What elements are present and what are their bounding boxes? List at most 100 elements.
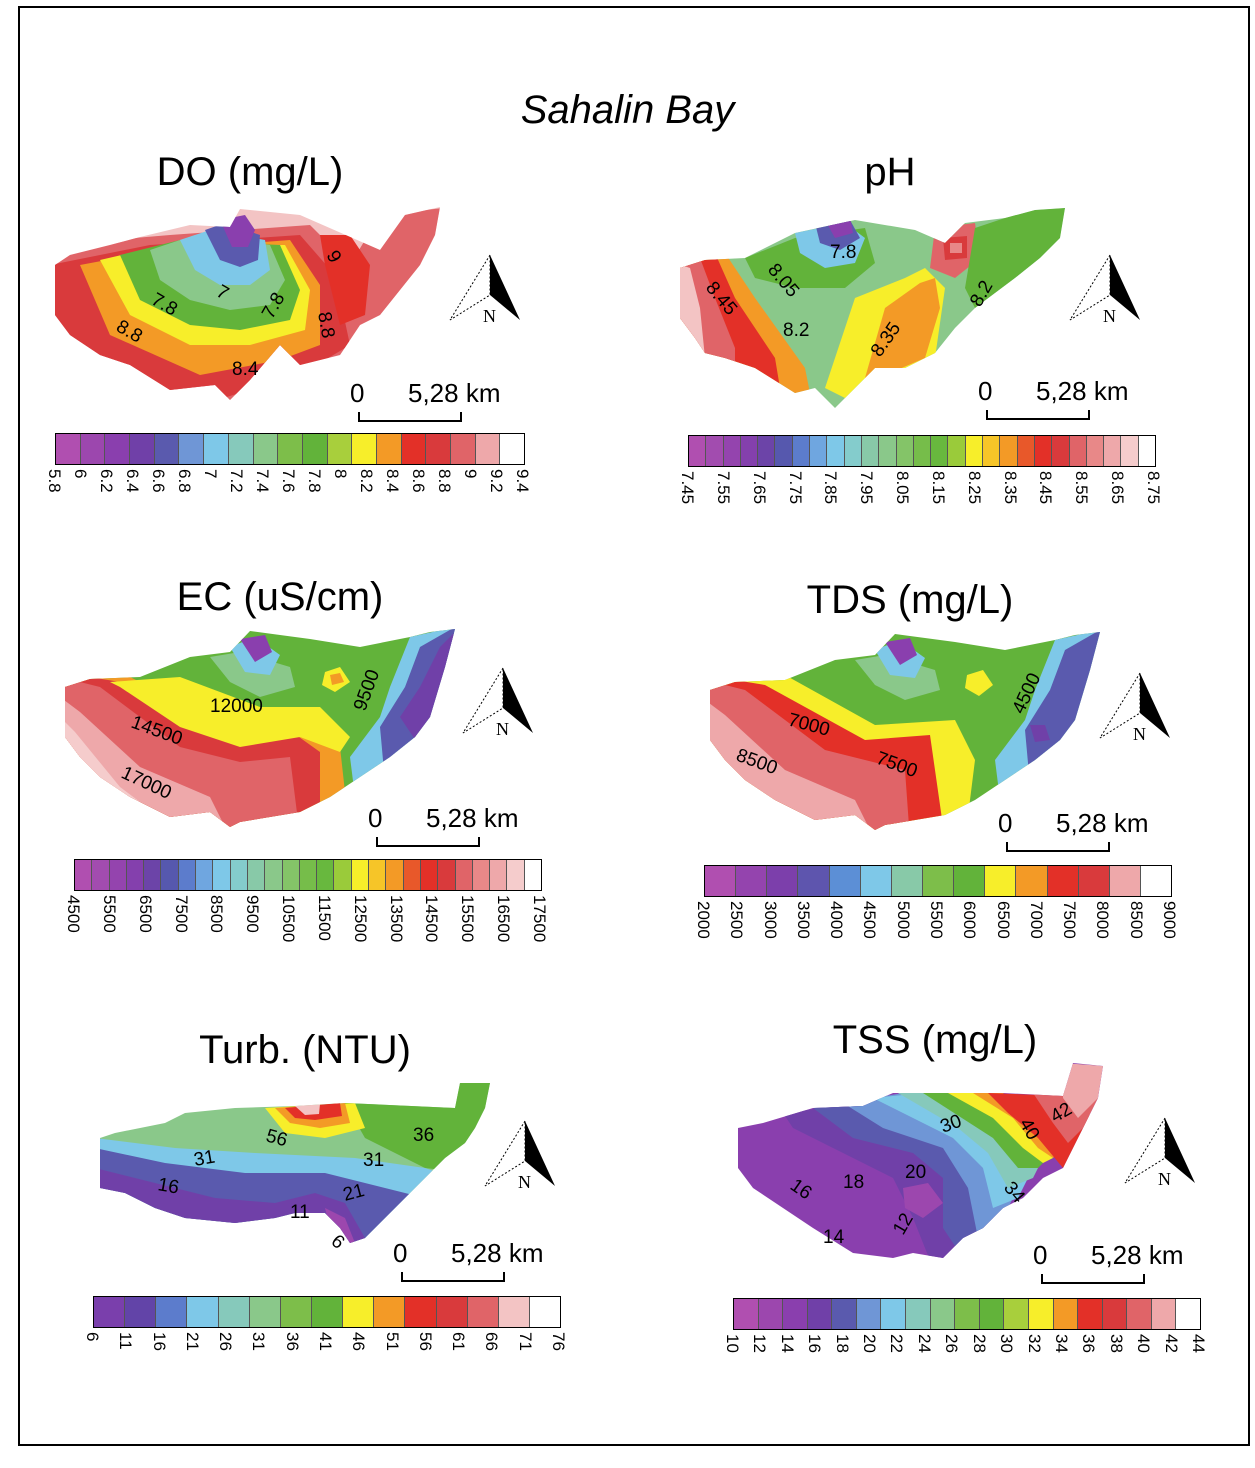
legend-tick-label: 7500 xyxy=(171,895,191,933)
legend-tick-label: 8.05 xyxy=(893,471,913,505)
legend-tick-label: 12500 xyxy=(350,895,370,943)
legend-tick-label: 6.8 xyxy=(175,469,194,493)
legend-swatch xyxy=(792,436,811,466)
legend-tick-label: 7.6 xyxy=(279,469,298,493)
scale-zero: 0 xyxy=(978,376,993,406)
legend-tick-label: 7 xyxy=(201,469,220,479)
legend-tick-label: 21 xyxy=(182,1332,202,1351)
legend-swatch xyxy=(807,1299,833,1329)
north-arrow-icon: N xyxy=(462,666,533,739)
legend-tick-label: 6500 xyxy=(993,901,1013,939)
legend-swatch xyxy=(56,434,81,464)
legend-tick-label: 71 xyxy=(515,1332,535,1351)
legend-swatch xyxy=(376,434,402,464)
legend-tick-label: 14500 xyxy=(422,895,442,943)
legend-tick-label: 8000 xyxy=(1093,901,1113,939)
legend-tick-label: 36 xyxy=(282,1332,302,1351)
legend-swatch xyxy=(374,1297,406,1327)
legend-swatch xyxy=(881,1299,907,1329)
legend-tick-label: 6 xyxy=(71,469,90,479)
legend-swatch xyxy=(472,860,491,890)
scale-zero: 0 xyxy=(368,803,383,833)
legend-swatch xyxy=(1078,866,1110,896)
legend-swatch xyxy=(498,1297,530,1327)
legend-swatch xyxy=(156,1297,188,1327)
legend-swatch xyxy=(740,436,759,466)
legend-swatch xyxy=(343,1297,375,1327)
legend-swatch xyxy=(426,434,451,464)
panel-title: DO (mg/L) xyxy=(156,150,344,194)
legend-colorbar: 10 12 14 16 18 20 22 24 26 28 30 32 34 36 38 40 42 44 xyxy=(723,1298,1208,1410)
legend-tick-label: 56 xyxy=(415,1332,435,1351)
scale-bar: 0 5,28 km xyxy=(1033,1240,1233,1290)
panel-turb: Turb. (NTU) 56 31 36 31 16 21 11 6 N 0 xyxy=(75,1028,675,1468)
legend-swatch xyxy=(475,434,501,464)
figure-frame xyxy=(18,6,1250,1446)
legend-tick-label: 3000 xyxy=(760,901,780,939)
panel-title: TDS (mg/L) xyxy=(806,578,1014,622)
legend-tick-label: 5500 xyxy=(927,901,946,939)
legend-tick-label: 26 xyxy=(942,1334,962,1353)
legend-swatch xyxy=(247,860,266,890)
legend-swatch xyxy=(405,1297,437,1327)
legend-swatch xyxy=(734,1299,759,1329)
contour-label: 16 xyxy=(156,1174,180,1198)
legend-tick-label: 31 xyxy=(249,1332,269,1351)
legend-tick-label: 5000 xyxy=(893,901,913,939)
north-arrow-icon: N xyxy=(1069,253,1140,326)
legend-swatch xyxy=(1053,1299,1079,1329)
legend-tick-label: 26 xyxy=(216,1332,236,1351)
north-label: N xyxy=(1103,306,1116,326)
legend-swatch xyxy=(860,866,892,896)
legend-swatch xyxy=(327,434,353,464)
legend-tick-label: 41 xyxy=(316,1332,335,1351)
legend-tick-label: 8.25 xyxy=(964,471,984,505)
legend-swatch xyxy=(736,866,768,896)
legend-swatch xyxy=(265,860,283,890)
legend-swatch xyxy=(930,1299,956,1329)
north-arrow-icon: N xyxy=(449,253,520,326)
scale-bar: 0 5,28 km xyxy=(998,808,1198,858)
legend-tick-label: 16500 xyxy=(494,895,514,943)
legend-swatch xyxy=(896,436,914,466)
legend-swatch xyxy=(524,860,542,890)
legend-swatch xyxy=(1034,436,1053,466)
legend-tick-label: 8.2 xyxy=(357,469,376,493)
north-label: N xyxy=(518,1172,531,1192)
legend-swatch xyxy=(1176,1299,1200,1329)
contour-label: 31 xyxy=(192,1147,216,1171)
legend-swatch xyxy=(302,434,328,464)
contour-label: 8.2 xyxy=(783,320,809,341)
legend-tick-label: 6.2 xyxy=(97,469,116,493)
legend-tick-label: 15500 xyxy=(458,895,478,943)
scale-zero: 0 xyxy=(350,378,365,408)
contour-map: 8.45 8.05 7.8 8.2 8.35 8.2 xyxy=(680,208,1065,408)
legend-tick-label: 16 xyxy=(149,1332,169,1351)
legend-swatch xyxy=(965,436,984,466)
scale-zero: 0 xyxy=(998,808,1013,838)
legend-swatch xyxy=(1052,436,1070,466)
legend-tick-label: 9.2 xyxy=(487,469,506,493)
legend-swatch xyxy=(204,434,229,464)
legend-swatch xyxy=(130,434,155,464)
scale-distance: 5,28 km xyxy=(408,378,501,408)
legend-swatch xyxy=(94,1297,126,1327)
legend-tick-label: 8.75 xyxy=(1144,471,1163,505)
legend-tick-label: 8.35 xyxy=(1000,471,1020,505)
legend-swatch xyxy=(1069,436,1087,466)
legend-swatch xyxy=(507,860,525,890)
legend-swatch xyxy=(228,434,254,464)
legend-swatch xyxy=(196,860,214,890)
legend-tick-label: 28 xyxy=(969,1334,989,1353)
legend-swatch xyxy=(249,1297,281,1327)
contour-label: 18 xyxy=(843,1172,864,1193)
legend-tick-label: 7.4 xyxy=(253,469,272,493)
legend-tick-label: 13500 xyxy=(386,895,406,943)
north-arrow-icon: N xyxy=(484,1119,555,1192)
legend-tick-label: 4000 xyxy=(827,901,847,939)
legend-tick-label: 36 xyxy=(1079,1334,1099,1353)
panel-title: TSS (mg/L) xyxy=(832,1018,1038,1062)
legend-tick-label: 7.45 xyxy=(678,471,697,505)
legend-swatch xyxy=(109,860,127,890)
legend-swatch xyxy=(386,860,404,890)
